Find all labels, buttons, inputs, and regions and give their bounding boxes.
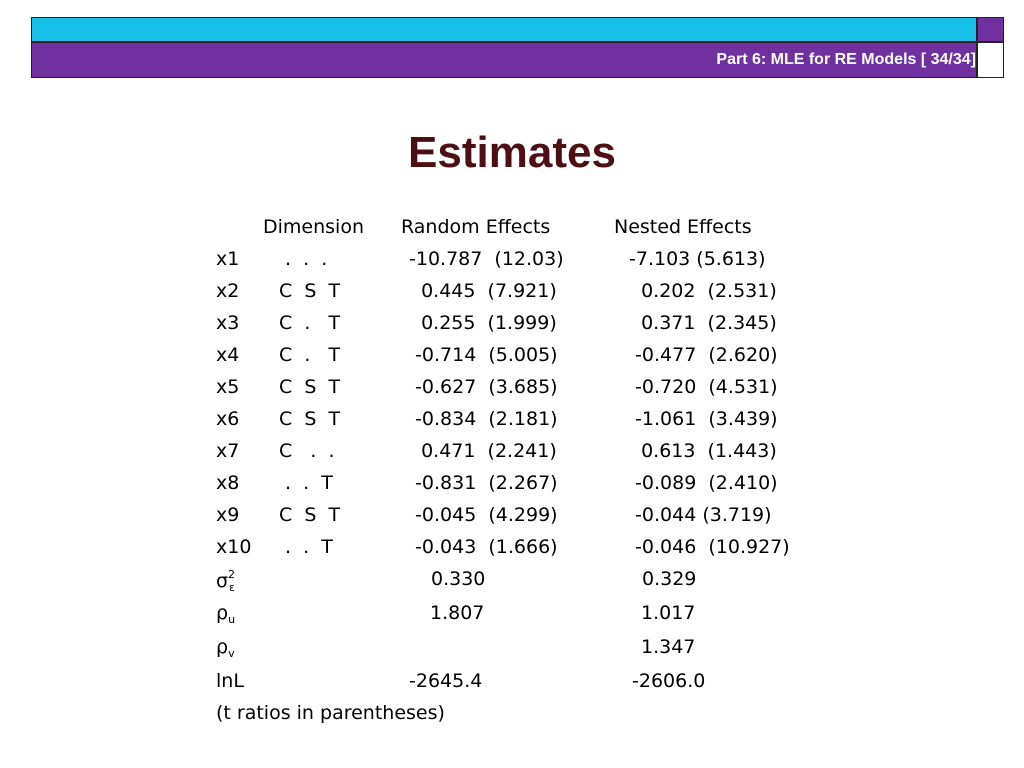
rho-u-label: ρu	[216, 602, 236, 626]
col-header-dimension: Dimension	[263, 216, 364, 238]
row-dim: C S T	[279, 280, 341, 302]
row-nested: 0.202 (2.531)	[629, 280, 777, 302]
row-dim: C S T	[279, 504, 341, 526]
row-random: 0.445 (7.921)	[409, 280, 557, 302]
col-header-random-effects: Random Effects	[401, 216, 551, 238]
row-dim: . . T	[279, 536, 333, 558]
row-nested: -0.089 (2.410)	[629, 472, 778, 494]
row-dim: C . T	[279, 344, 341, 366]
row-var: x7	[216, 440, 240, 462]
row-dim: C . .	[279, 440, 335, 462]
row-random: 0.471 (2.241)	[409, 440, 557, 462]
sigma-nested-value: 0.329	[642, 568, 697, 590]
lnl-label: lnL	[216, 670, 244, 692]
row-dim: C S T	[279, 408, 341, 430]
header-top-bar	[31, 17, 977, 42]
header-main-accent-square	[977, 42, 1004, 78]
row-var: x1	[216, 248, 240, 270]
row-nested: -0.046 (10.927)	[629, 536, 790, 558]
rho-u-nested-value: 1.017	[641, 602, 696, 624]
col-header-nested-effects: Nested Effects	[614, 216, 752, 238]
row-random: -0.834 (2.181)	[409, 408, 558, 430]
row-nested: 0.371 (2.345)	[629, 312, 777, 334]
rho-v-nested-value: 1.347	[641, 636, 696, 658]
row-dim: C S T	[279, 376, 341, 398]
row-nested: -1.061 (3.439)	[629, 408, 778, 430]
lnl-random-value: -2645.4	[409, 670, 483, 692]
t-ratios-note: (t ratios in parentheses)	[216, 702, 445, 724]
row-dim: . . .	[279, 248, 328, 270]
row-nested: -0.477 (2.620)	[629, 344, 778, 366]
header-top-accent-square	[977, 17, 1004, 42]
sigma-epsilon-squared-label: σ2ε	[216, 568, 236, 594]
row-random: -0.045 (4.299)	[409, 504, 558, 526]
header-main-bar: Part 6: MLE for RE Models [ 34/34]	[31, 42, 977, 78]
row-var: x8	[216, 472, 240, 494]
row-random: -0.714 (5.005)	[409, 344, 558, 366]
sigma-random-value: 0.330	[431, 568, 486, 590]
page-title: Estimates	[408, 128, 616, 177]
row-random: -10.787 (12.03)	[409, 248, 564, 270]
row-dim: C . T	[279, 312, 341, 334]
row-random: -0.627 (3.685)	[409, 376, 558, 398]
row-var: x4	[216, 344, 240, 366]
rho-u-random-value: 1.807	[430, 602, 485, 624]
row-var: x3	[216, 312, 240, 334]
row-nested: -0.720 (4.531)	[629, 376, 778, 398]
slide-header-label: Part 6: MLE for RE Models [ 34/34]	[716, 51, 976, 68]
row-nested: -7.103 (5.613)	[629, 248, 766, 270]
lnl-nested-value: -2606.0	[632, 670, 706, 692]
rho-v-label: ρv	[216, 636, 235, 660]
row-dim: . . T	[279, 472, 333, 494]
row-var: x2	[216, 280, 240, 302]
row-nested: -0.044 (3.719)	[629, 504, 772, 526]
row-var: x5	[216, 376, 240, 398]
row-random: -0.831 (2.267)	[409, 472, 558, 494]
row-random: 0.255 (1.999)	[409, 312, 557, 334]
row-random: -0.043 (1.666)	[409, 536, 558, 558]
row-var: x6	[216, 408, 240, 430]
row-var: x10	[216, 536, 252, 558]
row-nested: 0.613 (1.443)	[629, 440, 777, 462]
row-var: x9	[216, 504, 240, 526]
